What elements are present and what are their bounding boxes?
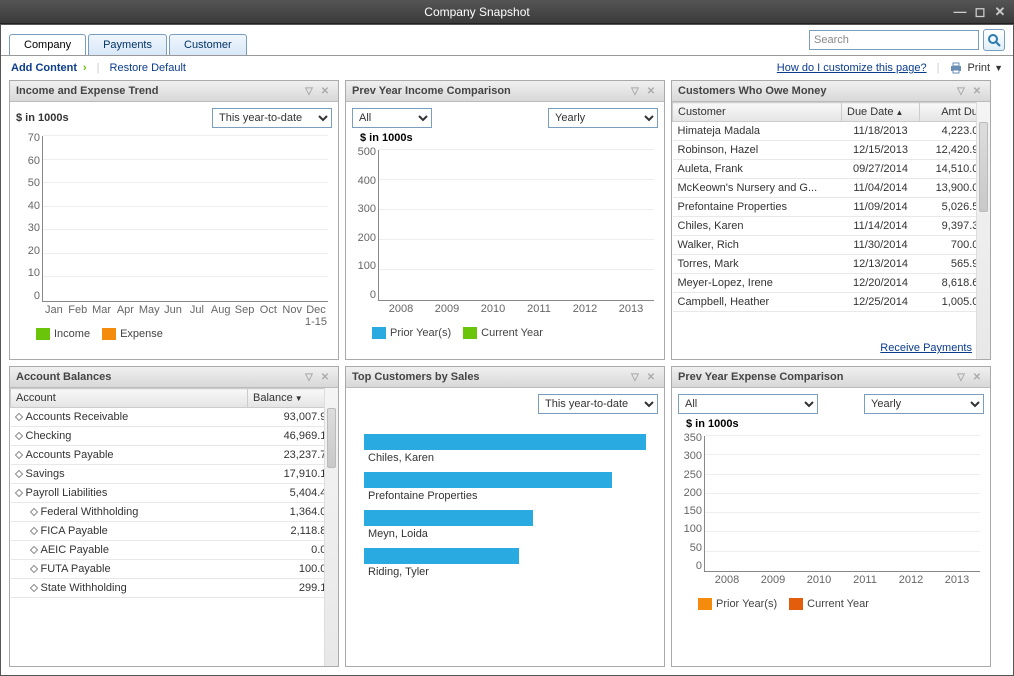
collapse-icon[interactable]: ▽ (628, 84, 642, 98)
table-row[interactable]: Meyer-Lopez, Irene12/20/20148,618.64 (673, 274, 990, 293)
prev-expense-chart: 3503002502001501005002008200920102011201… (678, 432, 984, 592)
close-panel-icon[interactable]: ✕ (970, 370, 984, 384)
chart-legend: Prior Year(s)Current Year (678, 598, 984, 610)
table-row[interactable]: Auleta, Frank09/27/201414,510.00 (673, 160, 990, 179)
panel-title: Prev Year Income Comparison (352, 85, 626, 97)
account-balances-table: Account Balance▼ Accounts Receivable93,00… (10, 388, 338, 598)
customer-bar: Prefontaine Properties (364, 472, 646, 502)
table-row[interactable]: Campbell, Heather12/25/20141,005.00 (673, 293, 990, 312)
table-row[interactable]: Robinson, Hazel12/15/201312,420.98 (673, 141, 990, 160)
customer-bar: Meyn, Loida (364, 510, 646, 540)
tab-company[interactable]: Company (9, 34, 86, 55)
panel-prev-income: Prev Year Income Comparison▽✕ All Yearly… (345, 80, 665, 360)
main-tabs: Company Payments Customer (9, 34, 249, 55)
panel-account-balances: Account Balances▽✕ Account Balance▼ Accou… (9, 366, 339, 667)
panel-prev-expense: Prev Year Expense Comparison▽✕ All Yearl… (671, 366, 991, 667)
collapse-icon[interactable]: ▽ (954, 370, 968, 384)
top-customers-chart: Chiles, Karen Prefontaine Properties Meyn,… (352, 418, 658, 594)
period-select[interactable]: Yearly (864, 394, 984, 414)
scrollbar[interactable] (976, 102, 990, 359)
receive-payments-link[interactable]: Receive Payments (880, 342, 972, 354)
table-row[interactable]: Accounts Receivable93,007.93 (11, 408, 338, 427)
unit-label: $ in 1000s (686, 418, 984, 430)
range-select[interactable]: This year-to-date (212, 108, 332, 128)
table-row[interactable]: FUTA Payable100.00 (11, 560, 338, 579)
table-row[interactable]: Savings17,910.19 (11, 465, 338, 484)
col-customer[interactable]: Customer (673, 103, 842, 122)
app-frame: Company Payments Customer Add Content › … (0, 24, 1014, 676)
print-button[interactable]: Print ▼ (949, 62, 1003, 74)
unit-label: $ in 1000s (360, 132, 658, 144)
table-row[interactable]: FICA Payable2,118.82 (11, 522, 338, 541)
panel-title: Customers Who Owe Money (678, 85, 952, 97)
scrollbar[interactable] (324, 388, 338, 666)
customer-bar: Riding, Tyler (364, 548, 646, 578)
window-title: Company Snapshot (6, 5, 948, 19)
table-row[interactable]: McKeown's Nursery and G...11/04/201413,9… (673, 179, 990, 198)
maximize-icon[interactable]: ◻ (972, 5, 988, 19)
close-panel-icon[interactable]: ✕ (318, 370, 332, 384)
range-select[interactable]: This year-to-date (538, 394, 658, 414)
table-row[interactable]: Chiles, Karen11/14/20149,397.33 (673, 217, 990, 236)
tab-customer[interactable]: Customer (169, 34, 247, 55)
close-icon[interactable]: ✕ (992, 5, 1008, 19)
customer-bar: Chiles, Karen (364, 434, 646, 464)
search-input[interactable] (809, 30, 979, 50)
col-duedate[interactable]: Due Date (847, 106, 893, 118)
table-row[interactable]: State Withholding299.19 (11, 579, 338, 598)
filter-select[interactable]: All (678, 394, 818, 414)
panel-top-customers: Top Customers by Sales▽✕ This year-to-da… (345, 366, 665, 667)
sort-desc-icon: ▼ (295, 394, 303, 403)
table-row[interactable]: Walker, Rich11/30/2014700.00 (673, 236, 990, 255)
sort-asc-icon: ▲ (895, 108, 903, 117)
income-expense-chart: 706050403020100JanFebMarAprMayJunJulAugS… (16, 132, 332, 322)
filter-select[interactable]: All (352, 108, 432, 128)
collapse-icon[interactable]: ▽ (302, 370, 316, 384)
period-select[interactable]: Yearly (548, 108, 658, 128)
minimize-icon[interactable]: — (952, 5, 968, 19)
table-row[interactable]: Torres, Mark12/13/2014565.95 (673, 255, 990, 274)
table-row[interactable]: Himateja Madala11/18/20134,223.00 (673, 122, 990, 141)
titlebar: Company Snapshot — ◻ ✕ (0, 0, 1014, 24)
table-row[interactable]: Federal Withholding1,364.00 (11, 503, 338, 522)
search-icon (987, 33, 1001, 47)
panel-title: Prev Year Expense Comparison (678, 371, 952, 383)
prev-income-chart: 5004003002001000200820092010201120122013 (352, 146, 658, 321)
panel-title: Account Balances (16, 371, 300, 383)
customers-owe-table: Customer Due Date▲ Amt Due Himateja Mada… (672, 102, 990, 312)
col-balance[interactable]: Balance (253, 392, 293, 404)
unit-label: $ in 1000s (16, 112, 69, 124)
panel-customers-owe: Customers Who Owe Money▽✕ Customer Due D… (671, 80, 991, 360)
panel-income-expense: Income and Expense Trend▽✕ $ in 1000s Th… (9, 80, 339, 360)
table-row[interactable]: Prefontaine Properties11/09/20145,026.50 (673, 198, 990, 217)
restore-default-button[interactable]: Restore Default (110, 62, 186, 74)
collapse-icon[interactable]: ▽ (628, 370, 642, 384)
close-panel-icon[interactable]: ✕ (318, 84, 332, 98)
chevron-right-icon: › (83, 62, 87, 74)
col-account[interactable]: Account (11, 389, 248, 408)
caret-down-icon: ▼ (994, 63, 1003, 73)
collapse-icon[interactable]: ▽ (302, 84, 316, 98)
collapse-icon[interactable]: ▽ (954, 84, 968, 98)
close-panel-icon[interactable]: ✕ (970, 84, 984, 98)
add-content-button[interactable]: Add Content (11, 62, 77, 74)
close-panel-icon[interactable]: ✕ (644, 84, 658, 98)
chart-legend: Prior Year(s)Current Year (352, 327, 658, 339)
tab-payments[interactable]: Payments (88, 34, 167, 55)
search-button[interactable] (983, 29, 1005, 51)
content-grid: Income and Expense Trend▽✕ $ in 1000s Th… (1, 80, 1013, 675)
panel-title: Top Customers by Sales (352, 371, 626, 383)
chart-legend: IncomeExpense (16, 328, 332, 340)
printer-icon (949, 62, 963, 74)
help-link[interactable]: How do I customize this page? (777, 62, 927, 74)
top-bar: Company Payments Customer (1, 25, 1013, 56)
toolbar: Add Content › | Restore Default How do I… (1, 56, 1013, 80)
table-row[interactable]: Checking46,969.10 (11, 427, 338, 446)
panel-title: Income and Expense Trend (16, 85, 300, 97)
table-row[interactable]: Accounts Payable23,237.72 (11, 446, 338, 465)
table-row[interactable]: Payroll Liabilities5,404.45 (11, 484, 338, 503)
close-panel-icon[interactable]: ✕ (644, 370, 658, 384)
table-row[interactable]: AEIC Payable0.00 (11, 541, 338, 560)
